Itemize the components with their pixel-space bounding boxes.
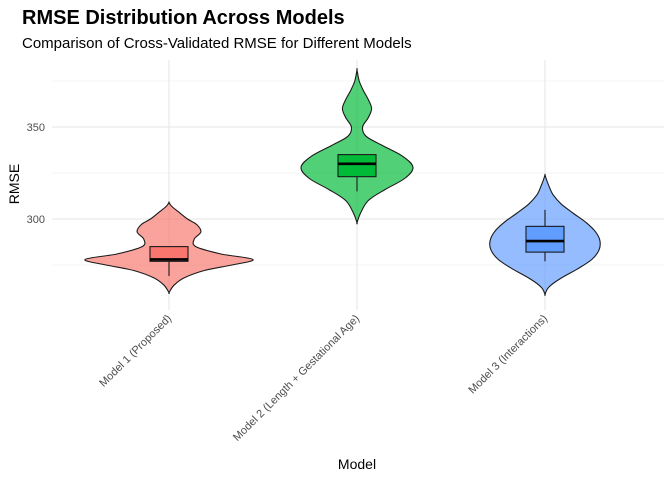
y-tick-label: 350 <box>27 122 45 134</box>
violin-2 <box>300 68 414 225</box>
box-3 <box>525 225 565 253</box>
x-tick-label: Model 2 (Length + Gestational Age) <box>231 313 362 444</box>
x-axis-title: Model <box>338 456 376 472</box>
y-tick-label: 300 <box>27 214 45 226</box>
boxplots <box>149 154 565 277</box>
y-axis-ticks: 300 350 <box>27 122 45 226</box>
y-axis-title: RMSE <box>6 164 22 204</box>
x-tick-label: Model 3 (Interactions) <box>466 313 550 397</box>
box-2 <box>337 154 377 178</box>
box-1 <box>149 246 189 262</box>
chart-title: RMSE Distribution Across Models <box>22 7 345 29</box>
chart-subtitle: Comparison of Cross-Validated RMSE for D… <box>22 35 412 52</box>
x-tick-label: Model 1 (Proposed) <box>97 313 174 390</box>
x-axis-ticks: Model 1 (Proposed) Model 2 (Length + Gest… <box>97 313 550 444</box>
